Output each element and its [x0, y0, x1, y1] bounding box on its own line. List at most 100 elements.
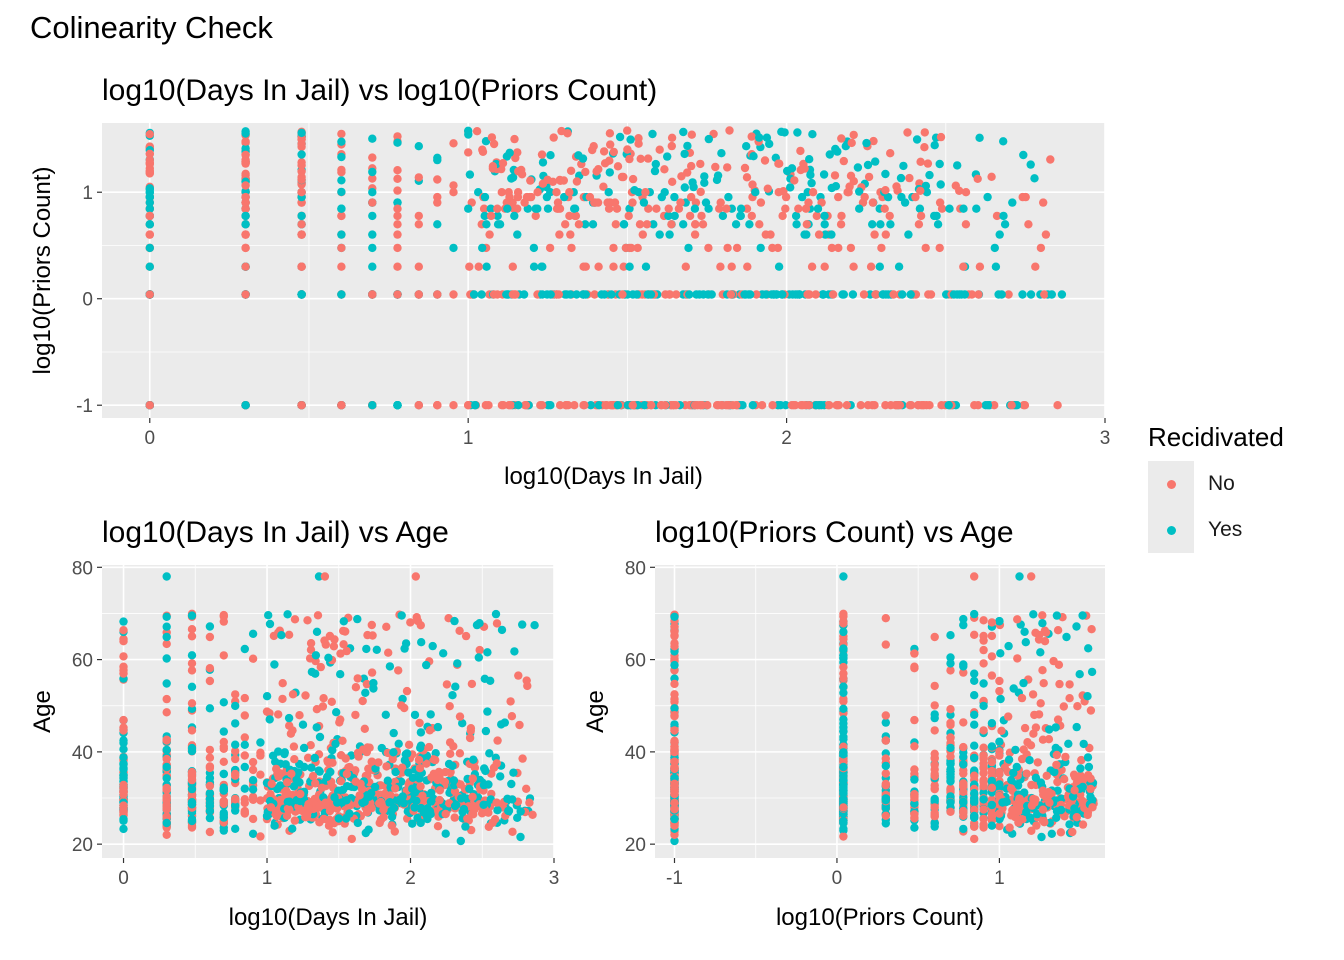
- p3-point-no: [946, 718, 955, 728]
- p1-point-no: [585, 192, 595, 202]
- p3-point-no: [670, 804, 679, 813]
- p2-point-yes: [187, 611, 197, 620]
- p1-point-no: [871, 290, 880, 299]
- p2-point-yes: [334, 814, 343, 823]
- p1-point-yes: [337, 290, 346, 299]
- p1-point-no: [846, 243, 856, 253]
- p1-point-no: [881, 230, 890, 239]
- p3-point-yes: [995, 616, 1004, 626]
- p2-point-no: [119, 780, 128, 790]
- p1-point-no: [698, 401, 707, 410]
- p2-point-yes: [288, 824, 297, 833]
- p2-point-no: [290, 755, 299, 764]
- p2-point-no: [518, 754, 527, 763]
- p1-point-yes: [546, 188, 555, 197]
- p1-point-no: [502, 198, 511, 207]
- p1-point-no: [628, 174, 638, 184]
- p2-point-no: [187, 699, 197, 708]
- p1-point-no: [665, 290, 675, 299]
- p2-point-no: [119, 652, 128, 661]
- p1-point-no: [508, 262, 517, 271]
- p1-panel-background: [102, 123, 1105, 418]
- p2-point-yes: [231, 701, 240, 711]
- p1-point-yes: [991, 262, 1001, 271]
- p3-point-no: [910, 810, 919, 819]
- p1-point-yes: [368, 243, 377, 253]
- p1-point-yes: [297, 211, 306, 221]
- p1-point-no: [449, 188, 458, 197]
- p3-point-no: [987, 671, 997, 680]
- p2-point-yes: [311, 651, 321, 660]
- p1-point-no: [757, 401, 767, 410]
- p2-point-yes: [240, 740, 249, 749]
- p1-point-yes: [337, 176, 346, 185]
- p2-point-no: [362, 679, 372, 689]
- p2-point-no: [321, 798, 330, 807]
- p1-point-yes: [713, 171, 723, 180]
- p3-point-no: [1065, 680, 1074, 689]
- p2-point-yes: [497, 720, 506, 729]
- legend-dot-yes: [1167, 526, 1176, 535]
- p1-point-yes: [570, 204, 579, 213]
- p2-point-no: [187, 666, 197, 675]
- p1-point-no: [521, 401, 531, 410]
- p1-point-no: [916, 157, 925, 166]
- p1-point-no: [802, 220, 811, 229]
- p2-point-yes: [450, 616, 459, 626]
- p3-point-no: [1053, 777, 1062, 787]
- p3-point-no: [670, 738, 679, 747]
- p2-point-yes: [516, 807, 525, 816]
- p1-point-no: [905, 173, 914, 183]
- p3-x-tick-label: 0: [832, 868, 843, 889]
- p2-point-yes: [231, 824, 240, 833]
- p1-point-yes: [680, 149, 689, 159]
- p1-point-no: [297, 167, 306, 176]
- p1-point-no: [687, 130, 696, 139]
- p2-point-no: [162, 812, 171, 821]
- p1-point-no: [885, 211, 894, 221]
- p1-point-no: [572, 177, 582, 186]
- p1-point-no: [241, 230, 250, 239]
- p2-point-no: [450, 813, 459, 822]
- p2-point-no: [303, 616, 312, 625]
- p1-point-yes: [825, 150, 834, 159]
- p1-point-no: [837, 134, 846, 143]
- p3-point-no: [910, 649, 919, 658]
- p2-point-yes: [385, 798, 395, 807]
- p2-point-yes: [162, 818, 171, 828]
- p1-point-yes: [1000, 220, 1010, 229]
- p1-point-no: [611, 220, 620, 229]
- p3-point-no: [881, 769, 890, 778]
- p1-point-no: [393, 230, 402, 239]
- p3-point-yes: [839, 644, 848, 653]
- p1-point-no: [599, 182, 608, 191]
- p1-point-yes: [680, 183, 689, 192]
- p2-point-yes: [276, 781, 285, 790]
- p2-point-yes: [398, 694, 407, 704]
- p2-point-no: [351, 683, 361, 692]
- p2-point-no: [205, 763, 215, 773]
- p2-y-axis-title: Age: [29, 690, 56, 733]
- p1-point-no: [638, 230, 647, 239]
- p2-point-no: [320, 572, 330, 581]
- p2-point-yes: [187, 682, 197, 691]
- p2-point-no: [119, 662, 128, 671]
- p2-point-yes: [270, 660, 279, 669]
- p3-point-yes: [959, 824, 968, 834]
- p2-point-yes: [311, 669, 320, 678]
- p1-point-no: [628, 198, 637, 207]
- p3-point-no: [670, 642, 679, 651]
- p2-point-no: [522, 676, 531, 685]
- p1-point-yes: [930, 141, 939, 150]
- p1-point-no: [241, 290, 250, 299]
- p1-point-no: [849, 262, 858, 271]
- p2-point-no: [323, 758, 333, 767]
- p2-point-no: [318, 702, 328, 711]
- p3-point-no: [1056, 828, 1066, 837]
- p1-point-no: [297, 262, 306, 271]
- p3-point-no: [670, 789, 679, 799]
- p2-point-no: [493, 736, 502, 745]
- p3-point-no: [979, 805, 988, 814]
- p2-point-yes: [331, 739, 340, 749]
